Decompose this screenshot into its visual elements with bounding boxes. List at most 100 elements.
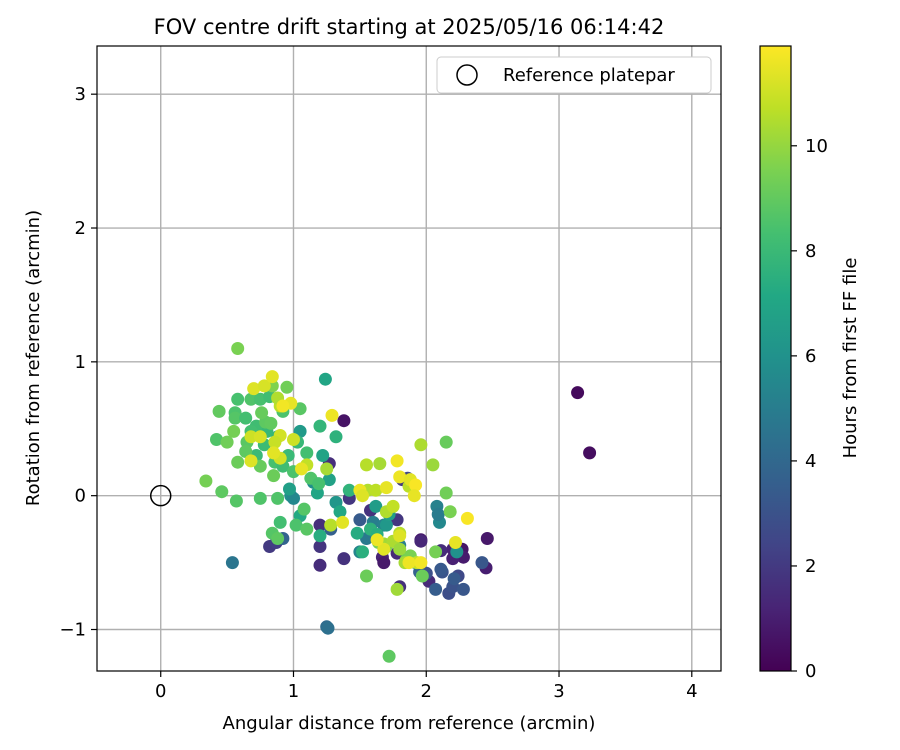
- legend: Reference platepar: [436, 56, 712, 94]
- data-point: [316, 449, 330, 462]
- legend-marker: [456, 64, 478, 86]
- data-point: [313, 558, 327, 572]
- data-point: [212, 404, 226, 418]
- data-point: [439, 486, 453, 500]
- colorbar-tick-label: 2: [805, 556, 816, 577]
- data-point: [390, 582, 404, 596]
- x-tick-label: 0: [155, 681, 166, 702]
- data-point: [414, 534, 428, 548]
- x-tick-label: 3: [553, 681, 564, 702]
- data-point: [295, 462, 308, 476]
- legend-label: Reference platepar: [503, 65, 675, 86]
- data-point: [475, 556, 489, 570]
- x-tick-label: 4: [686, 681, 697, 702]
- data-point: [283, 482, 296, 496]
- data-point: [287, 433, 300, 446]
- y-tick-label: 1: [75, 352, 86, 373]
- data-point: [231, 342, 245, 355]
- data-point: [377, 542, 391, 556]
- data-point: [300, 446, 314, 460]
- data-point: [434, 562, 448, 576]
- colorbar: 0 2 4 6 8 10 Hours from first FF file: [759, 45, 861, 682]
- data-point: [280, 380, 294, 394]
- data-point: [318, 372, 332, 386]
- data-point: [312, 477, 326, 491]
- data-point: [386, 499, 400, 513]
- data-point: [313, 529, 327, 543]
- data-point: [342, 483, 356, 497]
- colorbar-title: Hours from first FF file: [840, 258, 861, 459]
- data-point: [244, 392, 258, 406]
- data-point: [276, 399, 290, 413]
- plot-frame: [96, 45, 722, 672]
- data-point: [325, 408, 339, 422]
- data-point: [439, 435, 453, 449]
- data-point: [225, 556, 239, 570]
- data-point: [313, 518, 327, 532]
- data-point: [369, 499, 383, 513]
- data-point: [353, 513, 367, 527]
- data-point: [264, 416, 278, 430]
- data-point: [231, 392, 245, 406]
- data-point: [215, 485, 229, 499]
- reference-platepar-marker: [149, 484, 172, 507]
- data-point: [229, 494, 243, 508]
- colorbar-ticks: 0 2 4 6 8 10: [791, 136, 828, 682]
- data-point: [360, 458, 373, 472]
- data-point: [402, 556, 416, 570]
- data-point: [265, 370, 279, 384]
- y-tick-label: 0: [75, 486, 86, 507]
- data-point: [429, 582, 443, 596]
- data-point: [443, 505, 457, 519]
- y-tick-label: 2: [75, 218, 86, 239]
- grid: [97, 46, 721, 671]
- y-axis-title: Rotation from reference (arcmin): [23, 210, 44, 506]
- data-point: [336, 515, 350, 529]
- data-point: [333, 505, 347, 519]
- legend-box: [436, 56, 712, 94]
- y-tick-label: −1: [59, 620, 86, 641]
- data-point: [297, 502, 311, 516]
- data-point: [447, 572, 461, 586]
- data-point: [360, 569, 373, 583]
- y-axis-ticks: −1 0 1 2 3: [59, 84, 97, 641]
- data-point: [244, 454, 258, 468]
- data-point: [255, 406, 269, 420]
- data-point: [350, 526, 364, 540]
- colorbar-tick-label: 6: [805, 346, 816, 367]
- data-point: [239, 411, 253, 425]
- data-point: [321, 621, 335, 635]
- x-tick-label: 2: [421, 681, 432, 702]
- data-point: [369, 483, 383, 497]
- data-point: [456, 582, 470, 596]
- data-point: [379, 481, 393, 495]
- data-point: [390, 454, 404, 468]
- data-point: [393, 529, 407, 543]
- data-point: [257, 379, 271, 393]
- data-point: [273, 515, 287, 529]
- data-point: [382, 649, 396, 663]
- data-point: [320, 462, 334, 476]
- colorbar-tick-label: 10: [805, 136, 828, 157]
- data-point: [373, 457, 387, 471]
- data-point: [480, 532, 494, 545]
- y-tick-label: 3: [75, 84, 86, 105]
- data-point: [393, 470, 407, 484]
- data-point: [267, 446, 281, 460]
- data-point: [571, 386, 585, 400]
- data-point: [415, 569, 429, 583]
- colorbar-tick-label: 4: [805, 451, 816, 472]
- data-point: [322, 473, 336, 487]
- data-point: [199, 474, 213, 488]
- data-point: [220, 435, 234, 449]
- chart-title: FOV centre drift starting at 2025/05/16 …: [154, 15, 665, 39]
- data-point: [431, 507, 445, 521]
- colorbar-gradient: [759, 45, 792, 672]
- data-point: [356, 489, 369, 503]
- data-point: [426, 458, 440, 472]
- x-tick-label: 1: [288, 681, 299, 702]
- data-point: [289, 518, 303, 532]
- colorbar-tick-label: 8: [805, 241, 816, 262]
- data-point: [313, 419, 327, 433]
